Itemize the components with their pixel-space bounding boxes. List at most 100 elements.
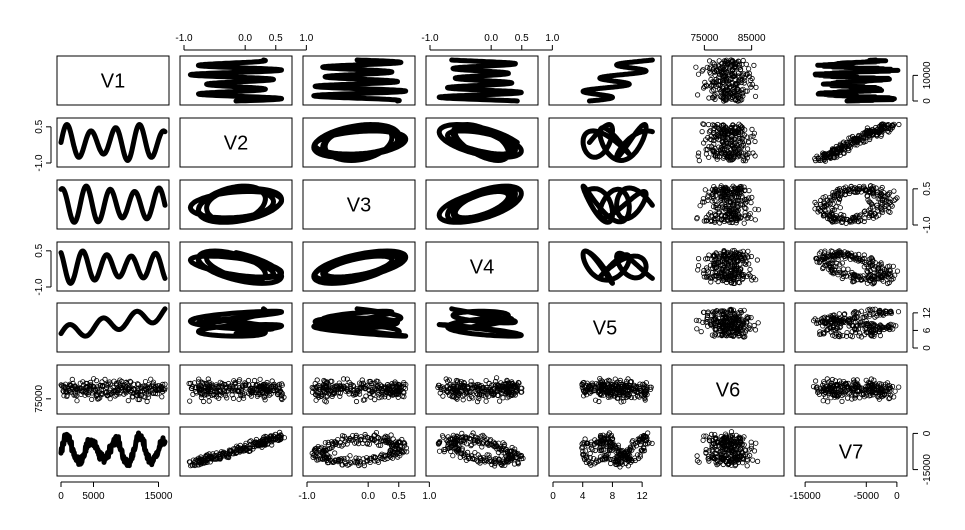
data-point [724,154,730,160]
data-point [744,146,751,152]
data-point [895,309,902,315]
data-point [880,278,886,284]
data-point [722,137,728,143]
data-point [830,201,836,207]
variable-label-V1: V1 [101,71,125,93]
data-point [874,202,880,208]
data-point [878,208,885,214]
panel-V2-V2: V2 [179,117,293,168]
panel-V6-V3 [302,364,416,415]
panel-frame [179,302,293,353]
data-point [827,201,834,207]
data-point [694,326,700,332]
data-point [872,128,878,135]
data-point [870,262,876,268]
data-point [856,132,862,139]
data-point [825,252,831,258]
data-point [879,209,886,215]
data-point [741,197,748,203]
panel-V6-V6: V6 [671,364,785,415]
panel-frame [548,179,662,230]
data-point [839,214,845,220]
data-trace [58,430,168,469]
data-point [863,128,870,134]
data-point [831,195,838,201]
data-point [236,396,242,402]
data-point [713,64,719,70]
panel-V1-V1: V1 [56,55,170,106]
data-point [747,273,753,279]
data-point [695,150,702,156]
panel-frame [794,241,908,292]
data-point [693,64,699,70]
data-point [873,275,880,281]
data-point [714,91,720,97]
data-point [870,276,876,283]
panel-V7-V4 [425,426,539,477]
data-point [735,214,742,221]
data-point [814,259,820,265]
data-point [717,146,724,152]
panel-frame [56,179,170,230]
data-point [743,152,749,158]
data-point [747,266,753,273]
data-point [723,202,729,208]
data-point [843,216,850,222]
panel-frame [56,117,170,168]
panel-V5-V3 [302,302,416,353]
data-point [870,215,877,221]
data-point [737,129,744,135]
data-point [865,263,871,270]
panel-V5-V5: V5 [548,302,662,353]
data-point [752,327,759,333]
panel-V4-V6 [671,241,785,292]
data-point [716,209,722,215]
data-point [752,217,758,223]
data-point [733,206,739,212]
data-point [439,433,446,439]
data-point [712,145,718,152]
data-point [125,397,131,404]
panel-frame [794,179,908,230]
data-point [450,453,456,459]
data-trace [58,122,168,163]
data-point [753,84,759,91]
data-trace [58,306,168,339]
data-point [725,144,732,150]
data-point [715,121,721,128]
data-point [740,57,746,64]
data-point [856,275,863,281]
data-point [825,261,832,267]
data-point [752,138,758,145]
data-point [729,251,735,257]
data-trace [436,122,524,163]
data-point [748,134,754,140]
panel-V7-V3 [302,426,416,477]
data-point [728,195,734,201]
variable-label-V5: V5 [593,318,617,340]
panel-frame [548,241,662,292]
data-point [896,121,902,128]
data-point [440,393,446,399]
panel-frame [425,179,539,230]
data-point [332,450,338,456]
data-point [102,376,108,382]
data-point [859,133,865,139]
data-point [836,196,843,203]
data-point [743,261,749,267]
data-point [728,207,735,213]
data-point [751,322,757,329]
data-point [852,216,859,222]
panel-V2-V1 [56,117,170,168]
data-point [727,128,733,134]
data-point [855,188,861,194]
data-point [853,255,859,261]
panel-frame [179,179,293,230]
data-point [744,71,750,77]
data-point [706,129,713,135]
panel-V7-V2 [179,426,293,477]
data-point [257,376,263,382]
data-point [107,396,113,402]
data-point [751,62,757,69]
panel-frame [425,302,539,353]
